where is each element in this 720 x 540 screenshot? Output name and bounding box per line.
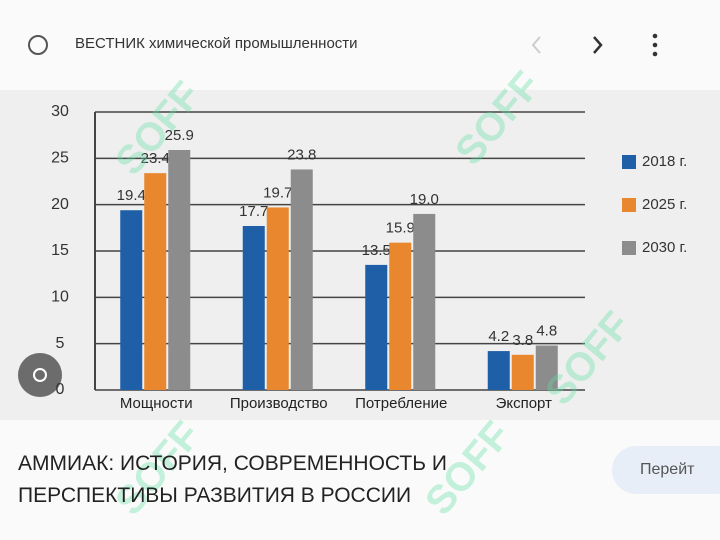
y-tick-label: 0 [56, 381, 65, 398]
legend-swatch [622, 241, 636, 255]
prev-arrow[interactable] [531, 36, 541, 54]
bar [535, 345, 558, 390]
lens-button[interactable] [18, 353, 62, 397]
legend-label: 2018 г. [642, 153, 687, 170]
y-tick-label: 30 [51, 103, 69, 120]
value-label: 19.0 [410, 191, 439, 208]
y-tick-label: 15 [51, 242, 69, 259]
value-label: 25.9 [165, 127, 194, 144]
y-tick-label: 25 [51, 150, 69, 167]
x-tick-label: Производство [230, 395, 328, 412]
bar [144, 173, 167, 390]
bar [487, 351, 510, 390]
value-label: 23.4 [141, 150, 170, 167]
value-label: 3.8 [512, 332, 533, 349]
visit-button[interactable]: Перейт [612, 446, 720, 494]
value-label: 23.8 [287, 146, 316, 163]
globe-icon [28, 35, 48, 55]
bar [168, 149, 191, 390]
chart-background [0, 90, 720, 420]
value-label: 13.5 [362, 242, 391, 259]
bar [365, 264, 388, 390]
menu-icon[interactable] [652, 33, 658, 57]
bar [120, 210, 143, 390]
value-label: 19.7 [263, 184, 292, 201]
x-tick-label: Мощности [120, 395, 193, 412]
lens-icon [33, 368, 47, 382]
result-caption[interactable]: АММИАК: ИСТОРИЯ, СОВРЕМЕННОСТЬ И ПЕРСПЕК… [18, 452, 447, 507]
bar [511, 354, 534, 390]
x-tick-label: Экспорт [496, 395, 552, 412]
legend-swatch [622, 155, 636, 169]
legend-label: 2030 г. [642, 239, 687, 256]
value-label: 4.2 [488, 328, 509, 345]
bar [242, 225, 265, 390]
value-label: 17.7 [239, 203, 268, 220]
y-tick-label: 10 [51, 289, 69, 306]
next-arrow[interactable] [593, 36, 603, 54]
legend-label: 2025 г. [642, 196, 687, 213]
x-tick-label: Потребление [355, 395, 447, 412]
bar [266, 207, 289, 390]
bar [290, 169, 313, 390]
y-tick-label: 20 [51, 196, 69, 213]
value-label: 4.8 [536, 322, 557, 339]
bar [389, 242, 412, 390]
value-label: 19.4 [117, 187, 146, 204]
value-label: 15.9 [386, 220, 415, 237]
legend-swatch [622, 198, 636, 212]
source-title[interactable]: ВЕСТНИК химической промышленности [75, 35, 358, 52]
bar [413, 213, 436, 390]
y-tick-label: 5 [56, 335, 65, 352]
